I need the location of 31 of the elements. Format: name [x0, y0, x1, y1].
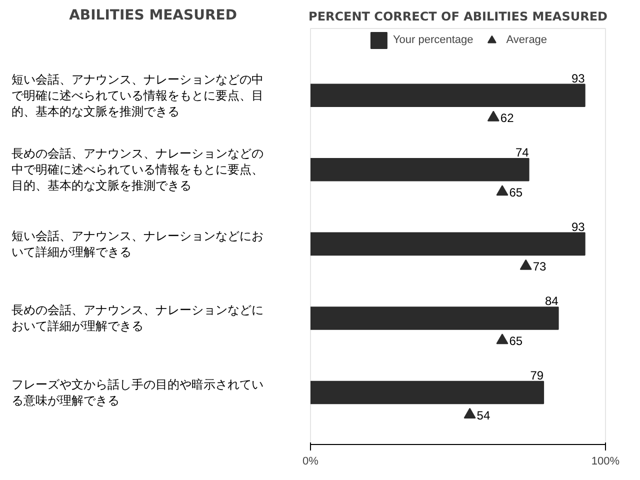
bar: [310, 306, 559, 330]
chart-title: PERCENT CORRECT OF ABILITIES MEASURED: [308, 10, 608, 24]
data-label: 65: [509, 185, 523, 200]
bar: [310, 380, 544, 404]
y-tick-label: フレーズや文から話し手の目的や暗示されている意味が理解できる: [11, 378, 264, 408]
y-tick-label: 長めの会話、アナウンス、ナレーションなどにおいて詳細が理解できる: [11, 303, 264, 334]
data-label: 93: [572, 220, 586, 234]
x-tick-label: 0%: [302, 456, 319, 468]
point: [464, 408, 476, 418]
data-label: 65: [509, 334, 523, 348]
x-tick-label: 100%: [591, 456, 620, 468]
y-tick-label: 短い会話、アナウンス、ナレーションなどの中で明確に述べられている情報をもとに要点、目的、基本的な文脈を推測できる: [11, 72, 264, 118]
data-label: 79: [530, 368, 544, 382]
data-label: 54: [476, 408, 490, 422]
data-label: 74: [515, 146, 530, 160]
y-tick-label: 長めの会話、アナウンス、ナレーションなどの中で明確に述べられている情報をもとに要点、目的、基本的な文脈を推測できる: [11, 146, 264, 193]
data-label: 84: [544, 294, 559, 308]
y-axis-title: ABILITIES MEASURED: [69, 8, 237, 24]
legend-label: Your percentage: [392, 34, 474, 46]
bar: [310, 232, 586, 256]
point: [520, 259, 532, 270]
legend-label: Average: [506, 34, 548, 46]
data-label: 93: [572, 71, 586, 86]
bar: [310, 84, 586, 107]
point: [496, 334, 508, 344]
point: [487, 110, 500, 122]
data-label: 62: [500, 111, 514, 126]
point: [496, 185, 508, 196]
y-tick-label: 短い会話、アナウンス、ナレーションなどにおいて詳細が理解できる: [11, 228, 264, 259]
bar: [310, 158, 530, 182]
data-label: 73: [532, 260, 547, 274]
